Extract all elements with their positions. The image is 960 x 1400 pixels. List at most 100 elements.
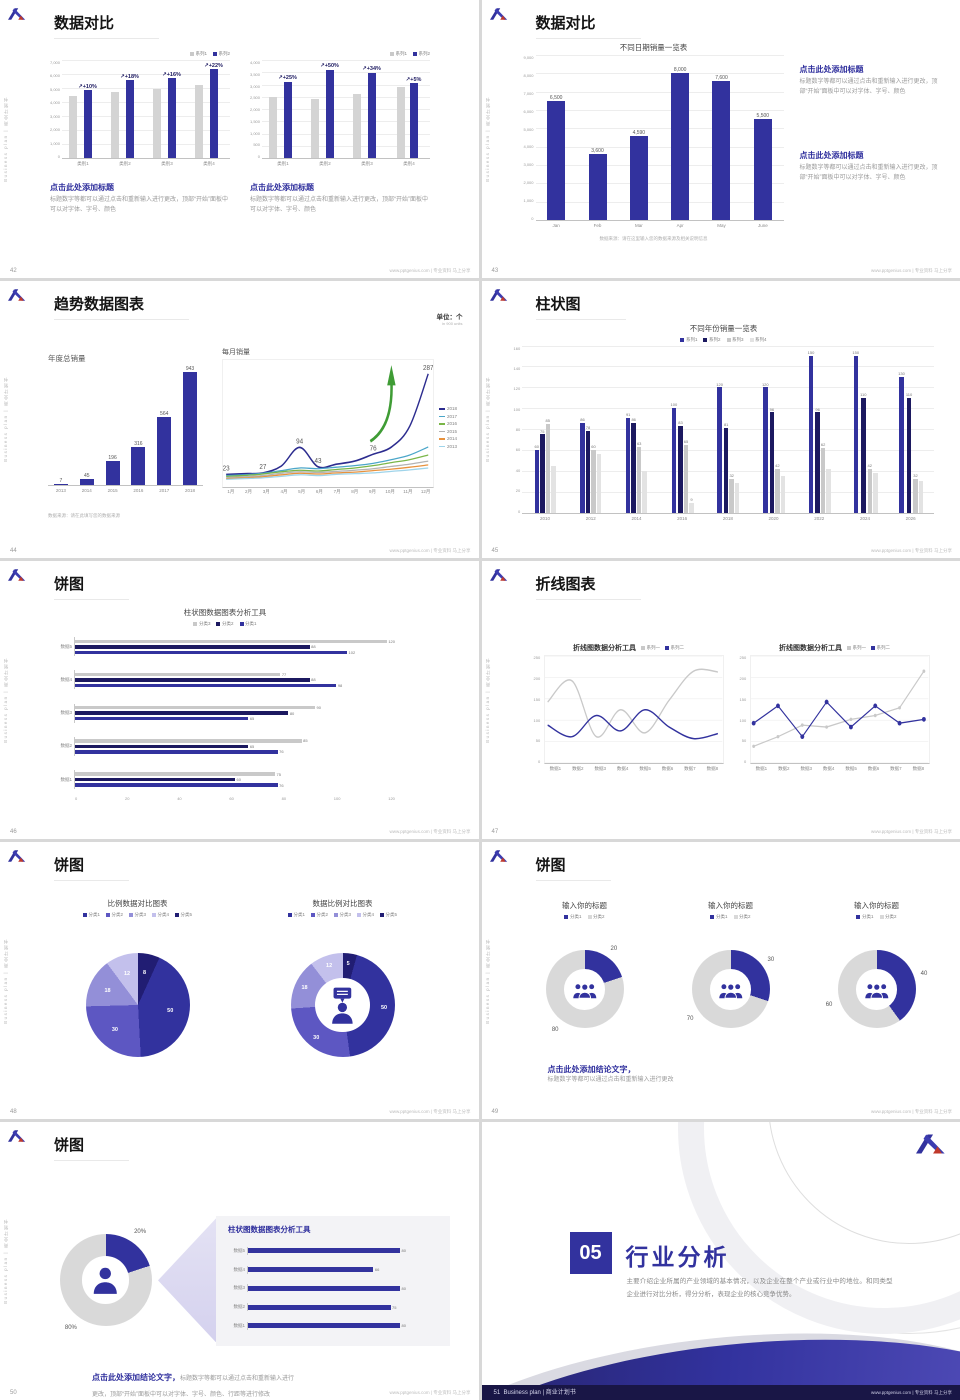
vb-val: 943	[185, 366, 195, 373]
vb-barwrap	[551, 346, 556, 513]
vb-group: 6,500	[536, 55, 577, 220]
block-heading: 点击此处添加标题	[250, 183, 314, 192]
page-number: 46	[10, 828, 17, 835]
person-icon	[89, 1264, 122, 1297]
hb-val: 80	[289, 710, 295, 716]
slide-51[interactable]: 05 行业分析 主要介绍企业所属的产业领域的基本情况，以及企业在整个产业或行业中…	[481, 1122, 960, 1400]
vb-group: 100 83 65 9	[659, 346, 705, 513]
slide-43[interactable]: Business plan | 商业计划书 数据对比 不同日期销量一览表 9,00…	[481, 0, 960, 278]
vb-ytick: 0	[57, 153, 61, 159]
hb-row: 数据2 85 65 76	[55, 736, 395, 756]
vb-barwrap	[873, 346, 878, 513]
vb-group: 7	[48, 366, 74, 485]
vb-ytick: 250	[739, 655, 747, 661]
vb-val: 42	[775, 462, 780, 468]
slide-50[interactable]: Business plan | 商业计划书 饼图 20% 80% 柱状图数据图表分…	[0, 1122, 479, 1400]
vb-xtick: 2012	[585, 515, 596, 521]
vb-group: 7,600	[701, 55, 742, 220]
vb-bar	[409, 83, 418, 158]
c-legend-item: 分类1	[239, 621, 257, 627]
vb-xlabels: 数据1 数据2 数据3 数据4 数据5 数据6 数据7 数据8	[544, 764, 723, 773]
c-legend-label: 2013	[446, 443, 457, 449]
vb-grid	[262, 60, 430, 61]
pie-wrap: 8 50 30 18 12	[40, 921, 235, 1090]
slide-47[interactable]: Business plan | 商业计划书 折线图表 折线图数据分析工具 系列一 系…	[481, 561, 960, 839]
c-legend-item: 分类1	[82, 912, 100, 918]
hb-line: 120	[75, 639, 395, 644]
slide-44[interactable]: Business plan | 商业计划书 趋势数据图表 单位：个 in 900…	[0, 280, 479, 559]
vb-bar	[631, 422, 636, 513]
c-legend-item: 系列二	[871, 645, 890, 651]
vb-xtick: 4月	[280, 489, 288, 495]
vb-barwrap: 78	[585, 346, 591, 513]
vb-barwrap: 75	[540, 346, 545, 513]
vb-barwrap	[642, 346, 647, 513]
vb-bar	[717, 387, 722, 513]
hb-val: 80	[401, 1285, 406, 1291]
c-legend-item: 系列2	[703, 337, 721, 343]
vb-groups: ↗+10% ↗+18% ↗+16% ↗+22%	[62, 60, 230, 158]
vb-grid	[535, 201, 784, 203]
section-number: 05	[569, 1232, 612, 1275]
c-swatch	[239, 622, 244, 627]
slide-48[interactable]: Business plan | 商业计划书 饼图 比例数据对比图表 分类1 分类2 分…	[0, 841, 479, 1120]
vb-bar	[853, 356, 859, 513]
vb-xtick: 3月	[262, 489, 270, 495]
lc-legend-right: 2018 2017 2016 2015 2014 2013	[436, 359, 457, 497]
vb-barwrap	[153, 60, 162, 158]
slide-46[interactable]: Business plan | 商业计划书 饼图 柱状图数据图表分析工具 分类3 分…	[0, 561, 479, 839]
hb-val: 75	[392, 1304, 397, 1310]
c-swatch	[193, 622, 198, 627]
hb-val: 90	[316, 705, 321, 711]
sales-bar-chart: 不同日期销量一览表 9,000 8,000 7,000 6,000 5,000 4,000 3…	[524, 42, 784, 230]
c-swatch	[152, 912, 156, 917]
vb-plot: ↗+10% ↗+18% ↗+16% ↗+22%	[62, 60, 230, 159]
vb-group: ↗+34%	[346, 60, 388, 158]
vb-plot: 6,500 3,600 4,590 8,000 7,600 5,500	[535, 55, 784, 221]
vb-ytick: 0	[257, 154, 261, 159]
vb-barwrap: ↗+22%	[204, 60, 223, 158]
slide-42[interactable]: Business plan | 商业计划书 数据对比 系列1 系列2 7,000 6,…	[0, 0, 479, 278]
vb-bar	[591, 449, 596, 513]
vb-val: 4,590	[632, 129, 646, 136]
c-legend-label: 2014	[446, 436, 457, 442]
conclusion-heading: 点击此处添加结论文字，	[92, 1373, 180, 1383]
c-swatch	[733, 914, 738, 919]
vb-val: 86	[580, 417, 585, 423]
vb-val: 63	[636, 441, 642, 447]
pie-wrap: 30 70	[666, 923, 796, 1056]
c-legend: 分类1 分类2	[666, 914, 796, 920]
vb-xtick: 数据8	[912, 765, 925, 771]
vb-grid	[535, 146, 784, 148]
c-swatch	[871, 646, 875, 651]
hb-bar	[248, 1323, 400, 1329]
hb-val: 102	[348, 649, 356, 655]
c-legend-item: 系列一	[847, 645, 866, 651]
c-legend-item: 2015	[439, 429, 457, 434]
slide-49[interactable]: Business plan | 商业计划书 饼图 输入你的标题 分类1 分类2 20 8…	[481, 841, 960, 1120]
vb-barwrap: 120	[716, 346, 723, 513]
vb-grid	[262, 96, 430, 98]
vb-xlabels: 数据1 数据2 数据3 数据4 数据5 数据6 数据7 数据8	[750, 764, 929, 773]
c-legend-item: 系列2	[212, 51, 230, 57]
hb-bar	[75, 716, 249, 721]
c-swatch	[287, 912, 292, 917]
footer-site: www.pptgenius.com | 专业资料 马上分享	[389, 1390, 471, 1395]
page-title: 柱状图	[535, 293, 626, 320]
c-swatch	[726, 337, 731, 342]
vb-grid	[522, 366, 934, 368]
c-legend-label: 系列1	[685, 336, 698, 342]
hb-line: 75	[248, 1304, 438, 1310]
vb-xtick: 2018	[722, 515, 733, 521]
vb-plotwrap: 数据1 数据2 数据3 数据4 数据5 数据6 数据7 数据8	[750, 655, 930, 773]
pie-chart: 比例数据对比图表 分类1 分类2 分类3 分类4 分类5 8 50 30 18 12	[40, 898, 235, 1090]
vb-xtick: 2016	[133, 487, 144, 493]
vb-bar	[547, 100, 566, 220]
footer-label: Business plan | 商业计划书	[503, 1390, 576, 1396]
slide-45[interactable]: Business plan | 商业计划书 柱状图 不同年份销量一览表 系列1 系列…	[481, 280, 960, 559]
vb-bar	[588, 154, 607, 220]
vb-xtick: 类别3	[161, 160, 173, 166]
vb-barwrap: ↗+5%	[406, 60, 421, 158]
vb-val: 32	[729, 473, 734, 479]
vb-val: 96	[769, 406, 775, 412]
